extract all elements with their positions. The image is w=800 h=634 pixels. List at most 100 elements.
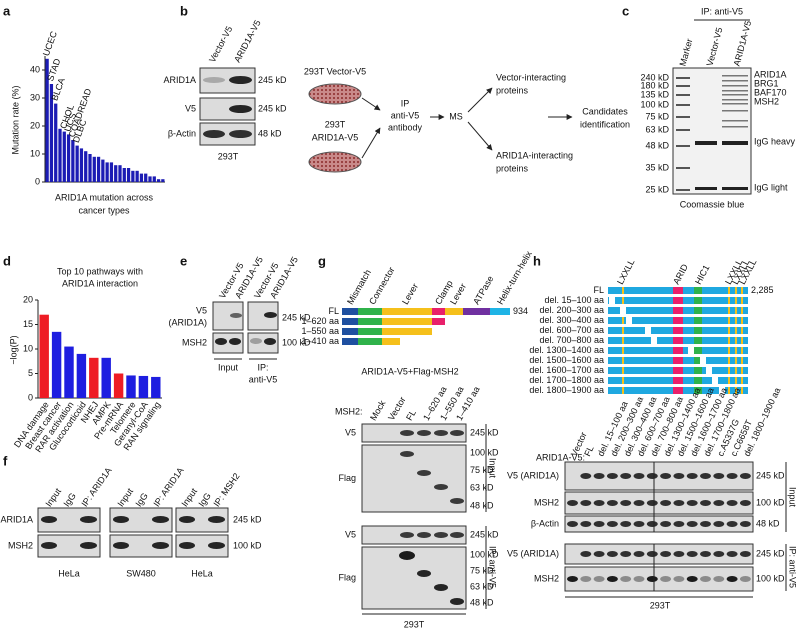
marker-band bbox=[676, 104, 690, 106]
domain bbox=[673, 317, 683, 324]
marker-label: 75 kD bbox=[645, 111, 669, 121]
bar bbox=[54, 103, 58, 182]
arrow bbox=[361, 127, 381, 159]
blot-band bbox=[229, 338, 241, 345]
blot-band bbox=[620, 551, 632, 557]
size-label: 245 kD bbox=[258, 75, 287, 85]
blot-band bbox=[593, 473, 605, 479]
blot-band bbox=[606, 521, 618, 527]
blot-band bbox=[700, 521, 711, 527]
annotation: BAF170 bbox=[754, 87, 787, 97]
marker-label: 25 kD bbox=[645, 184, 669, 194]
construct-label: del. 1300–1400 aa bbox=[529, 345, 604, 355]
annotation: IgG heavy bbox=[754, 136, 796, 146]
blot-band bbox=[700, 473, 711, 479]
chart-title: ARID1A interaction bbox=[62, 278, 138, 288]
domain bbox=[735, 367, 737, 374]
blot-band bbox=[739, 500, 751, 506]
bar bbox=[75, 145, 79, 182]
blot-band bbox=[203, 77, 225, 83]
bar bbox=[156, 179, 161, 182]
blot-band bbox=[713, 551, 725, 557]
bar bbox=[88, 154, 92, 182]
arrow bbox=[467, 87, 493, 113]
bar bbox=[92, 156, 96, 182]
blot-band bbox=[567, 500, 578, 506]
blot-band bbox=[606, 500, 618, 506]
domain bbox=[741, 297, 743, 304]
bar bbox=[45, 58, 49, 182]
blot-band bbox=[80, 542, 97, 549]
blot bbox=[199, 97, 256, 121]
domain bbox=[673, 307, 683, 314]
blot-band bbox=[229, 105, 252, 113]
row-label: MSH2 bbox=[534, 573, 559, 583]
marker-label: 100 kD bbox=[640, 99, 669, 109]
blot-band bbox=[41, 516, 57, 523]
dish bbox=[308, 83, 362, 105]
y-tick-label: 5 bbox=[28, 368, 33, 378]
domain bbox=[735, 387, 737, 394]
gel-band bbox=[722, 99, 748, 101]
section-label: Input bbox=[488, 458, 498, 479]
size-label: 75 kD bbox=[470, 465, 494, 475]
lane-prefix: ARID1A-V5: bbox=[536, 452, 585, 462]
domain bbox=[741, 367, 743, 374]
blot bbox=[564, 543, 754, 565]
blot-band bbox=[152, 516, 169, 523]
flow-label: Candidates bbox=[582, 106, 628, 116]
blot-band bbox=[620, 473, 632, 479]
y-tick-label: 20 bbox=[23, 294, 33, 304]
group-label: anti-V5 bbox=[249, 374, 278, 384]
blot-band bbox=[203, 130, 225, 138]
bar bbox=[126, 168, 131, 182]
y-tick-label: 20 bbox=[30, 120, 40, 130]
domain-label: Helix-turn-helix bbox=[495, 249, 534, 306]
domain bbox=[694, 387, 702, 394]
size-label: 48 kD bbox=[258, 128, 282, 138]
domain bbox=[728, 357, 730, 364]
blot-band bbox=[633, 576, 645, 582]
bar bbox=[138, 375, 149, 398]
blot-band bbox=[673, 473, 685, 479]
construct-label: 1–410 aa bbox=[301, 336, 339, 346]
size-label: 245 kD bbox=[756, 470, 785, 480]
marker-label: 240 kD bbox=[640, 72, 669, 82]
blot-band bbox=[686, 576, 698, 582]
panel-letter: b bbox=[180, 3, 188, 18]
blot bbox=[247, 332, 279, 354]
blot-band bbox=[620, 576, 632, 582]
bar bbox=[151, 376, 161, 398]
blot-band bbox=[580, 473, 592, 479]
bar bbox=[139, 173, 144, 182]
domain bbox=[358, 328, 382, 335]
blot-band bbox=[660, 473, 672, 479]
domain bbox=[741, 307, 743, 314]
size-label: 48 kD bbox=[756, 518, 780, 528]
domain bbox=[694, 367, 702, 374]
blot-band bbox=[450, 598, 464, 605]
blot-band bbox=[726, 521, 738, 527]
construct-label: del. 1600–1700 aa bbox=[529, 365, 604, 375]
marker-label: 35 kD bbox=[645, 162, 669, 172]
domain bbox=[741, 337, 743, 344]
blot-band bbox=[606, 473, 618, 479]
row-label: Flag bbox=[338, 473, 356, 483]
lane-label: Input bbox=[179, 486, 199, 509]
blot-band bbox=[580, 551, 592, 557]
blot-band bbox=[580, 500, 592, 506]
domain bbox=[735, 307, 737, 314]
blot-band bbox=[567, 521, 578, 527]
blot bbox=[212, 332, 244, 354]
panel-letter: h bbox=[533, 253, 541, 268]
bar bbox=[152, 176, 156, 182]
construct-label: FL bbox=[328, 306, 339, 316]
blot-band bbox=[686, 521, 698, 527]
flow-label: IP bbox=[401, 98, 410, 108]
lane-label: Mock bbox=[368, 398, 388, 422]
length-label: 2,285 bbox=[751, 285, 774, 295]
panel-letter: a bbox=[3, 3, 11, 18]
blot-band bbox=[208, 542, 225, 549]
lane-label: IgG bbox=[61, 491, 78, 509]
blot-band bbox=[434, 484, 448, 490]
